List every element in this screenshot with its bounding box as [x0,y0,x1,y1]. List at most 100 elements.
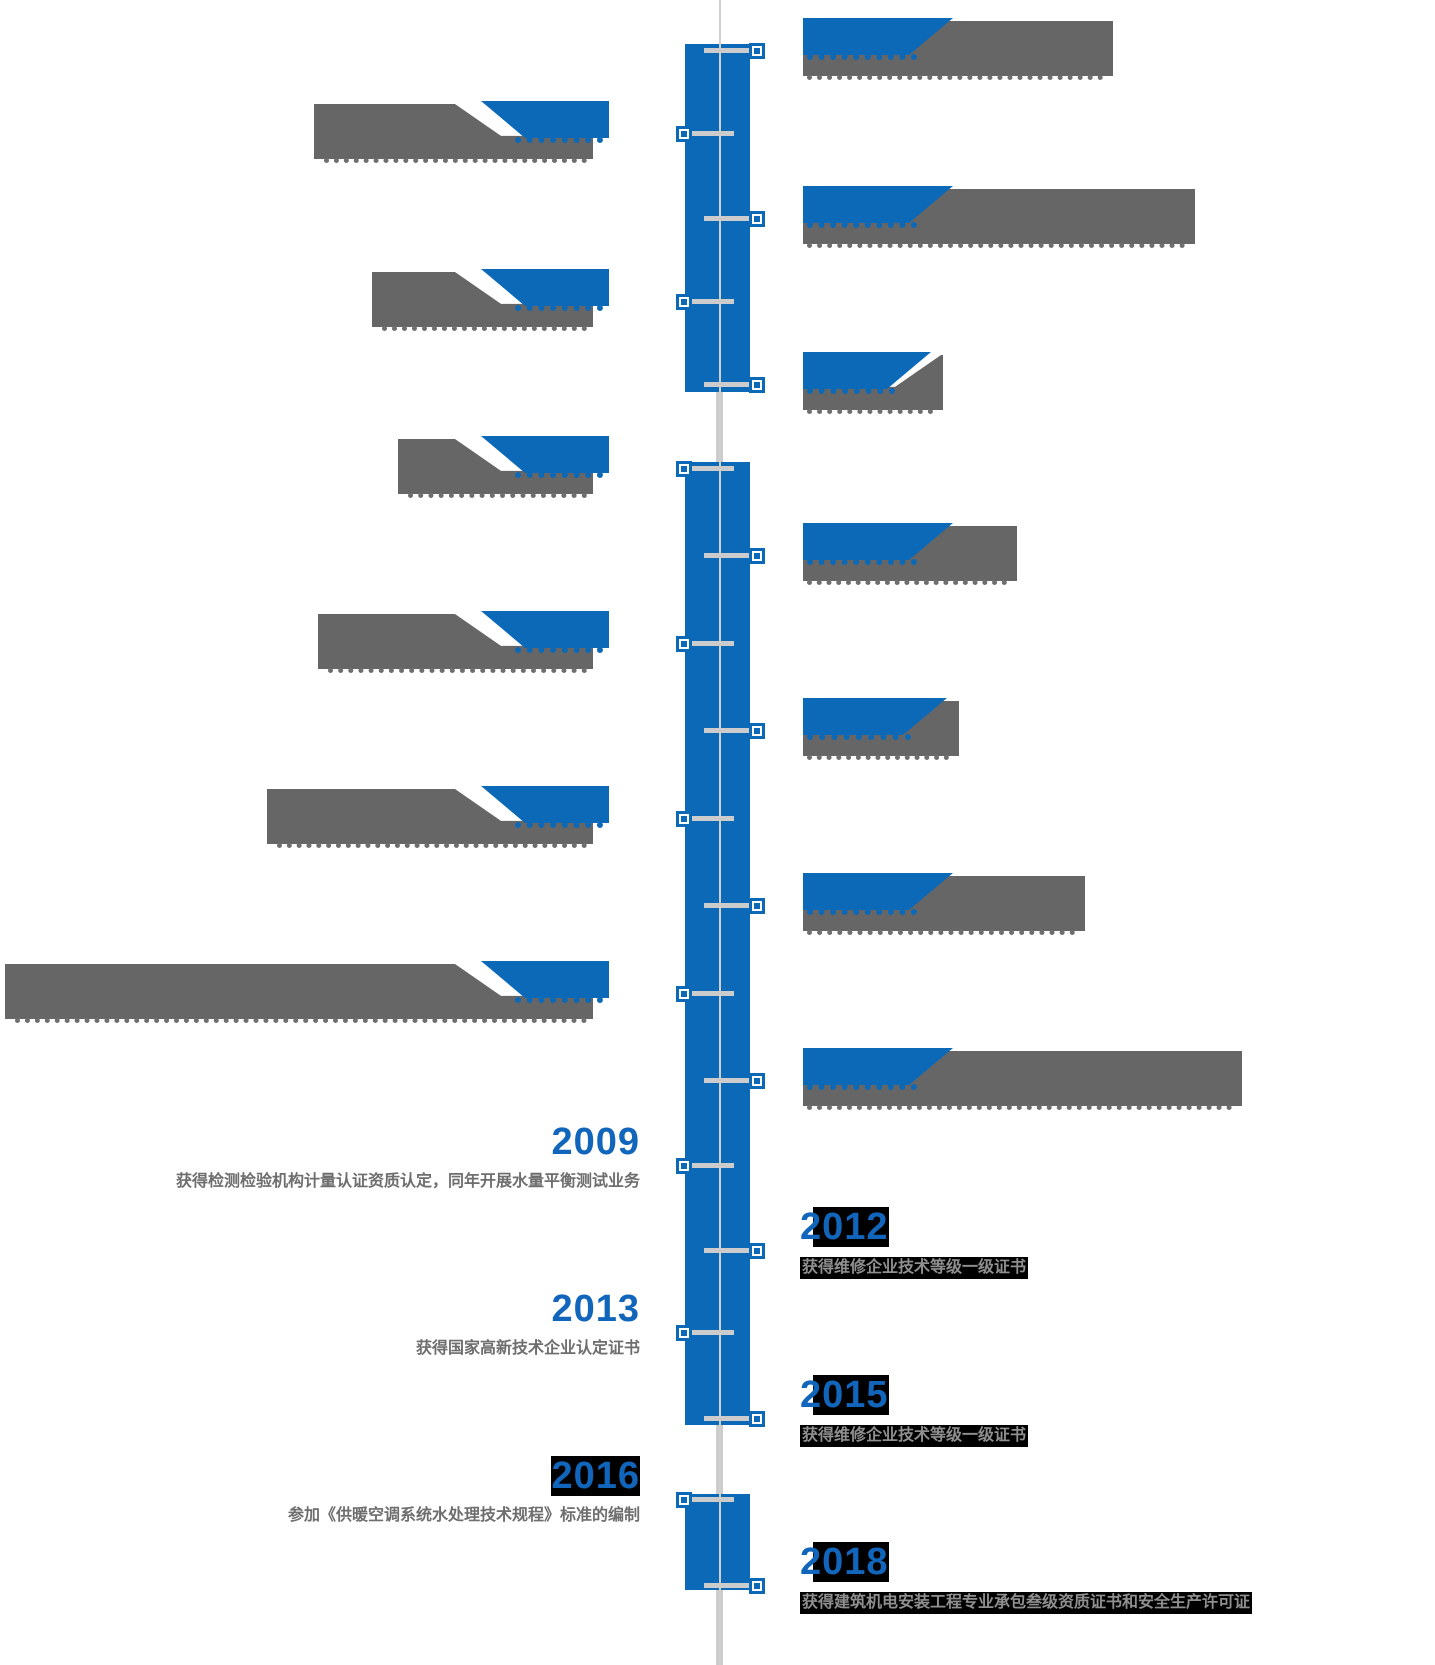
text-glyph-fringe [807,75,1103,80]
text-glyph-fringe [15,1018,587,1023]
year-glyph-fringe [807,909,917,915]
entry-description-text: 获得维修企业技术等级一级证书 [800,1257,1029,1279]
entry-year-label: 2016 [551,1455,640,1497]
year-glyph-fringe [807,559,917,565]
timeline-marker [749,898,765,914]
timeline-marker [676,636,692,652]
text-glyph-fringe [408,493,587,498]
timeline-marker [749,1073,765,1089]
marker-connector-line [704,382,749,387]
placeholder-year-block [481,611,609,648]
timeline-entry-placeholder [314,101,637,163]
timeline-marker [676,1158,692,1174]
entry-description: 获得国家高新技术企业认定证书 [150,1339,640,1359]
entry-description: 获得检测检验机构计量认证资质认定，同年开展水量平衡测试业务 [150,1172,640,1192]
year-glyph-fringe [807,734,911,740]
marker-connector-line [686,1163,734,1168]
marker-connector-line [704,553,749,558]
marker-connector-line [686,1330,734,1335]
timeline-entry-placeholder [5,961,637,1023]
year-glyph-fringe [807,1084,917,1090]
timeline-marker [676,1325,692,1341]
placeholder-year-block [481,269,609,306]
year-glyph-fringe [515,472,603,478]
timeline-marker [749,377,765,393]
timeline-bar-segment [685,462,750,1425]
entry-description: 获得建筑机电安装工程专业承包叁级资质证书和安全生产许可证 [800,1592,1253,1614]
text-glyph-fringe [807,755,949,760]
placeholder-year-block [481,436,609,473]
marker-connector-line [686,131,734,136]
entry-description-text: 获得国家高新技术企业认定证书 [415,1340,640,1357]
timeline-marker [749,548,765,564]
timeline-entry-placeholder [755,352,943,414]
marker-connector-line [686,991,734,996]
marker-connector-line [704,48,749,53]
marker-connector-line [686,1497,734,1502]
year-glyph-fringe [515,137,603,143]
text-glyph-fringe [807,930,1075,935]
timeline-entry: 2015 获得维修企业技术等级一级证书 [800,1375,1250,1459]
entry-year-label: 2012 [800,1206,889,1248]
year-glyph-fringe [807,54,917,60]
placeholder-year-block [481,961,609,998]
timeline-axis-line [719,0,721,1665]
timeline-entry-placeholder [318,611,637,673]
entry-description-text: 参加《供暖空调系统水处理技术规程》标准的编制 [287,1507,640,1524]
timeline-marker [749,43,765,59]
entry-year-label: 2018 [800,1541,889,1583]
year-glyph-fringe [515,647,603,653]
entry-year-label: 2013 [551,1288,640,1330]
timeline-marker [749,1578,765,1594]
timeline-marker [676,461,692,477]
marker-connector-line [704,1078,749,1083]
entry-description: 获得维修企业技术等级一级证书 [800,1425,1250,1447]
timeline-entry: 2018 获得建筑机电安装工程专业承包叁级资质证书和安全生产许可证 [800,1541,1253,1626]
year-glyph-fringe [515,822,603,828]
marker-connector-line [704,728,749,733]
timeline-entry-placeholder [372,269,637,331]
timeline-entry: 2012 获得维修企业技术等级一级证书 [800,1207,1250,1291]
timeline-entry-placeholder [755,18,1113,80]
entry-description-text: 获得检测检验机构计量认证资质认定，同年开展水量平衡测试业务 [175,1173,640,1190]
text-glyph-fringe [807,243,1185,248]
timeline-entry: 2013 获得国家高新技术企业认定证书 [150,1289,640,1373]
entry-description: 获得维修企业技术等级一级证书 [800,1257,1250,1279]
timeline-marker [676,811,692,827]
placeholder-year-block [481,786,609,823]
entry-description: 参加《供暖空调系统水处理技术规程》标准的编制 [150,1506,640,1526]
year-glyph-fringe [515,305,603,311]
text-glyph-fringe [277,843,587,848]
timeline-marker [676,1492,692,1508]
timeline-marker [749,723,765,739]
text-glyph-fringe [807,1105,1232,1110]
timeline-marker [749,211,765,227]
entry-year-label: 2015 [800,1374,889,1416]
marker-connector-line [686,299,734,304]
timeline-marker [676,126,692,142]
text-glyph-fringe [807,409,933,414]
timeline-entry-placeholder [755,186,1195,248]
timeline-entry-placeholder [398,436,637,498]
timeline-entry: 2016 参加《供暖空调系统水处理技术规程》标准的编制 [150,1456,640,1540]
text-glyph-fringe [807,580,1007,585]
year-glyph-fringe [515,997,603,1003]
entry-description-text: 获得维修企业技术等级一级证书 [800,1425,1029,1447]
marker-connector-line [686,466,734,471]
timeline-entry-placeholder [267,786,637,848]
timeline-entry-placeholder [755,1048,1242,1110]
year-glyph-fringe [807,388,895,394]
timeline-entry-placeholder [755,523,1017,585]
text-glyph-fringe [382,326,587,331]
marker-connector-line [704,903,749,908]
year-glyph-fringe [807,222,917,228]
timeline-entry-placeholder [755,698,959,760]
timeline-bar-segment [685,1494,750,1590]
marker-connector-line [704,216,749,221]
marker-connector-line [686,641,734,646]
timeline-entry-placeholder [755,873,1085,935]
timeline-marker [749,1411,765,1427]
marker-connector-line [704,1248,749,1253]
timeline-marker [676,986,692,1002]
